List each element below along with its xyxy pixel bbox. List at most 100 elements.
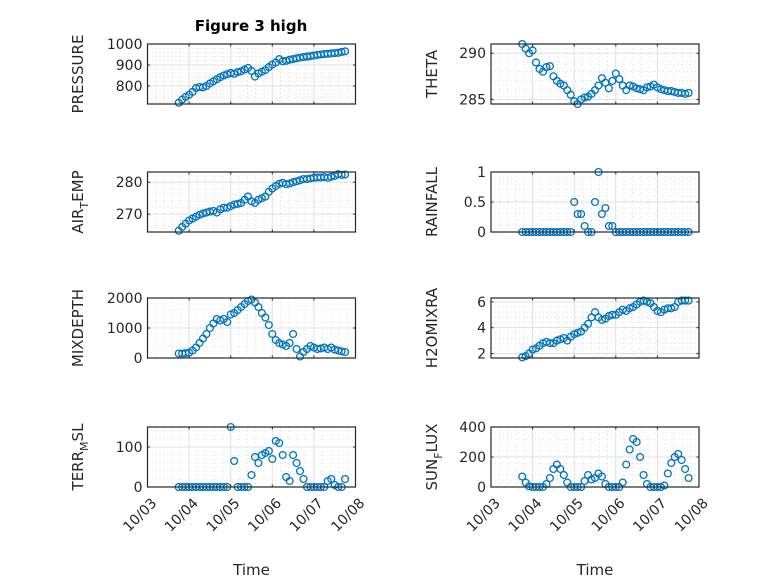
data-point xyxy=(518,472,527,481)
data-point xyxy=(230,456,239,466)
y-axis-label-subscript: M xyxy=(78,441,91,451)
data-point xyxy=(254,302,263,312)
data-point xyxy=(202,329,211,339)
y-tick-label: 0.5 xyxy=(464,195,486,211)
data-point xyxy=(622,460,631,469)
data-point xyxy=(677,455,686,465)
data-point xyxy=(264,446,273,456)
data-point xyxy=(341,347,350,357)
x-tick-label: 10/03 xyxy=(120,495,160,535)
data-point xyxy=(292,177,301,186)
data-point xyxy=(250,452,260,462)
data-point xyxy=(285,179,294,188)
data-point xyxy=(268,329,277,339)
data-point xyxy=(608,221,617,231)
y-tick-label: 6 xyxy=(477,295,486,311)
y-axis-label-rest: LUX xyxy=(423,424,441,453)
data-point xyxy=(684,88,693,97)
data-point xyxy=(247,66,256,75)
data-point xyxy=(292,344,301,354)
data-point xyxy=(327,172,336,181)
data-point xyxy=(261,313,270,322)
figure-title: Figure 3 high xyxy=(195,17,308,35)
y-tick-label: 0 xyxy=(134,351,143,367)
data-point xyxy=(549,72,558,81)
x-axis-label: Time xyxy=(576,561,614,579)
x-tick-label: 10/08 xyxy=(328,495,368,535)
data-point xyxy=(295,352,305,361)
data-point xyxy=(570,330,579,339)
data-point xyxy=(611,69,620,78)
data-point xyxy=(545,62,554,71)
data-point xyxy=(597,472,606,481)
y-axis-label-main: RAINFALL xyxy=(423,166,441,237)
data-point xyxy=(195,210,204,219)
data-point xyxy=(584,319,593,328)
data-point xyxy=(590,197,600,207)
data-point xyxy=(601,203,610,213)
data-point xyxy=(604,84,613,93)
data-point xyxy=(552,460,561,469)
data-point xyxy=(278,450,287,460)
data-point xyxy=(625,445,634,454)
data-point xyxy=(233,199,242,208)
data-point xyxy=(667,458,676,468)
data-point xyxy=(597,74,606,83)
axes-mixdepth: 0 1000 2000 MIXDEPTH xyxy=(69,289,357,367)
data-point xyxy=(608,76,617,85)
data-point xyxy=(625,304,634,313)
axes-terr_msl: 0 100 10/03 10/04 10/05 10/06 10/07 10/08 Time TE… xyxy=(69,423,368,579)
data-point xyxy=(559,470,568,480)
data-point xyxy=(341,170,350,179)
data-point xyxy=(681,464,690,474)
data-point xyxy=(566,90,575,99)
data-point xyxy=(518,353,527,362)
data-point xyxy=(573,209,582,219)
axes-pressure: 800 900 1000 PRESSURE xyxy=(69,35,357,114)
data-point xyxy=(295,466,305,476)
data-point xyxy=(639,296,648,305)
y-axis-label-main: MIXDEPTH xyxy=(69,289,87,367)
y-tick-label: 280 xyxy=(116,175,143,191)
data-point xyxy=(556,464,565,474)
data-point xyxy=(292,458,301,468)
y-axis-label-rest: SL xyxy=(69,423,87,442)
y-axis-label: PRESSURE xyxy=(69,35,87,114)
data-point xyxy=(570,197,579,207)
x-tick-label: 10/05 xyxy=(204,495,244,535)
axes-theta: 285 290 THETA xyxy=(423,39,700,108)
data-point xyxy=(573,328,582,337)
x-tick-label: 10/04 xyxy=(506,495,546,535)
data-point xyxy=(337,47,346,57)
y-tick-label: 1000 xyxy=(107,321,143,337)
data-point xyxy=(219,71,228,80)
y-tick-label: 400 xyxy=(459,420,486,436)
axes-box xyxy=(146,171,357,233)
y-axis-label-main: PRESSURE xyxy=(69,35,87,114)
data-point xyxy=(580,93,589,102)
y-tick-label: 4 xyxy=(477,321,486,337)
data-point xyxy=(577,209,586,219)
data-point xyxy=(528,345,537,354)
data-point xyxy=(580,221,589,231)
y-tick-label: 100 xyxy=(116,440,143,456)
data-point xyxy=(594,81,603,90)
y-axis-label: SUNFLUX xyxy=(423,424,445,491)
data-point xyxy=(285,338,294,348)
data-point xyxy=(663,469,672,478)
data-point xyxy=(285,476,294,486)
x-tick-label: 10/08 xyxy=(672,495,712,535)
data-point xyxy=(254,458,263,468)
data-point xyxy=(545,473,554,483)
x-tick-label: 10/06 xyxy=(589,495,629,535)
y-axis-label-subscript: F xyxy=(432,452,445,458)
axes-rainfall: 0 0.5 1 RAINFALL xyxy=(423,165,700,241)
data-point xyxy=(615,75,624,84)
x-tick-label: 10/05 xyxy=(547,495,587,535)
data-point xyxy=(268,454,277,464)
y-axis-label-main: THETA xyxy=(423,49,441,99)
data-point xyxy=(289,450,298,460)
data-point xyxy=(636,452,645,462)
x-tick-label: 10/07 xyxy=(287,495,327,535)
y-tick-label: 1 xyxy=(477,165,486,181)
